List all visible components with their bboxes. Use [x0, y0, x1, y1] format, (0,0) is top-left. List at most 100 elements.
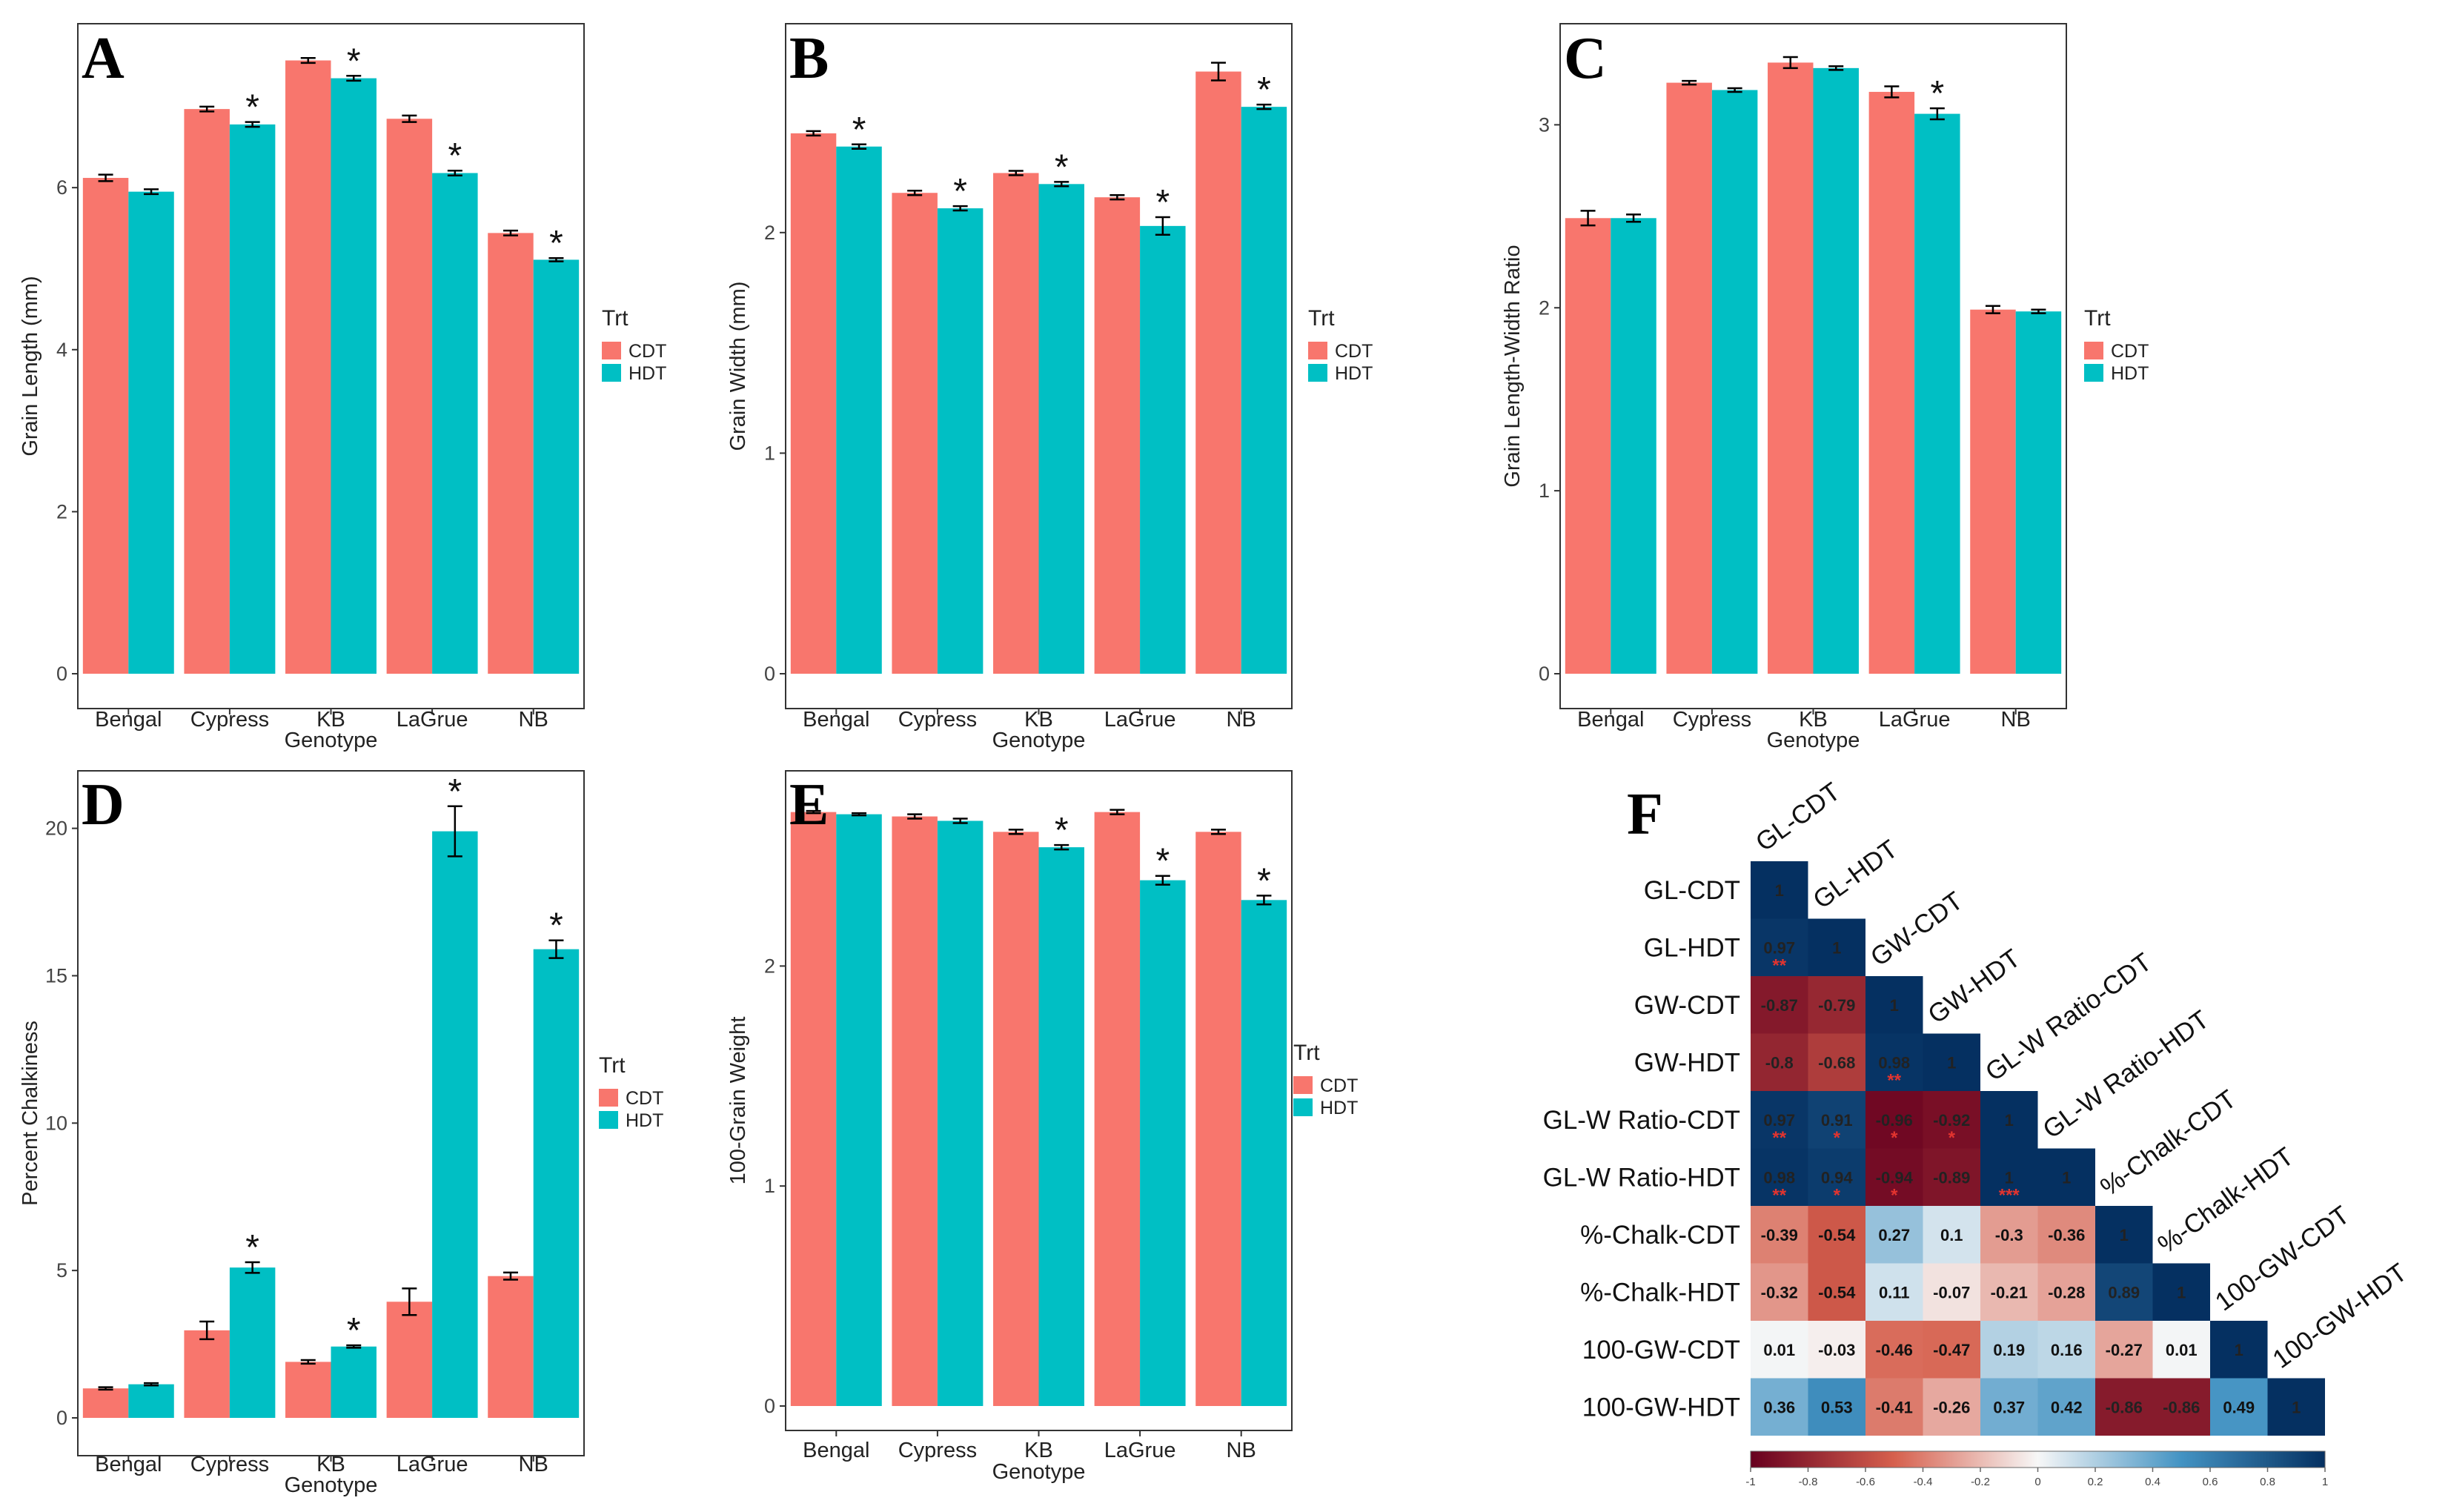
legend-swatch-b	[1308, 364, 1327, 382]
bar-a-hdt-cypress	[229, 124, 276, 674]
bar-b-hdt-cypress	[937, 208, 984, 674]
legend-label-c: CDT	[2111, 341, 2149, 362]
significance-star-c: *	[1930, 74, 1944, 113]
panel-letter-b: B	[789, 26, 829, 91]
bar-c-hdt-lagrue	[1914, 113, 1960, 674]
heatmap-cell	[2037, 1148, 2095, 1206]
y-tick-label-c: 0	[1539, 663, 1550, 685]
bar-e-cdt-bengal	[790, 812, 837, 1406]
heatmap-col-label: 100-GW-HDT	[2267, 1258, 2412, 1374]
heatmap-cell-value: -0.27	[2106, 1341, 2143, 1359]
x-tick-label-d: LaGrue	[397, 1453, 468, 1476]
legend-label-b: CDT	[1335, 341, 1373, 362]
bar-d-cdt-lagrue	[386, 1302, 433, 1418]
heatmap-cell	[1865, 976, 1923, 1034]
legend-swatch-c	[2084, 342, 2103, 359]
x-tick-label-b: Bengal	[803, 708, 869, 732]
heatmap-cell	[1751, 861, 1808, 919]
heatmap-row-label: 100-GW-HDT	[1582, 1393, 1740, 1422]
bar-d-hdt-kb	[331, 1346, 377, 1418]
heatmap-cell	[1865, 1148, 1923, 1206]
x-tick-label-e: KB	[1024, 1439, 1053, 1462]
legend-label-b: HDT	[1335, 363, 1373, 384]
bar-e-cdt-kb	[993, 832, 1039, 1406]
bar-b-hdt-lagrue	[1140, 225, 1186, 674]
heatmap-cell	[1865, 1263, 1923, 1321]
y-tick-label-a: 2	[56, 500, 67, 523]
heatmap-cell-value: 1	[2292, 1398, 2301, 1416]
heatmap-cell	[1865, 1033, 1923, 1091]
heatmap-cell-value: 0.16	[2051, 1341, 2083, 1359]
heatmap-cell-significance: *	[1948, 1128, 1956, 1148]
heatmap-row-label: 100-GW-CDT	[1582, 1336, 1740, 1365]
heatmap-cell	[1980, 1206, 2038, 1264]
bar-a-cdt-nb	[488, 233, 534, 674]
heatmap-cell-value: 0.49	[2223, 1398, 2255, 1416]
significance-star-b: *	[1055, 147, 1069, 187]
heatmap-cell	[1923, 1033, 1980, 1091]
heatmap-col-label: GL-CDT	[1751, 777, 1845, 857]
colorbar-tick-label: -0.4	[1914, 1476, 1933, 1488]
x-tick-label-a: NB	[519, 708, 548, 732]
y-tick-label-c: 3	[1539, 113, 1550, 136]
heatmap-cell	[1923, 1206, 1980, 1264]
heatmap-cell-value: -0.21	[1991, 1283, 2028, 1302]
heatmap-cell	[1980, 1263, 2038, 1321]
panel-letter-d: D	[82, 772, 125, 838]
heatmap-row-label: GL-HDT	[1644, 933, 1740, 962]
heatmap-col-label: %-Chalk-HDT	[2152, 1142, 2299, 1259]
x-axis-title-e: Genotype	[992, 1460, 1086, 1484]
y-tick-label-d: 10	[45, 1112, 67, 1134]
heatmap-cell	[1865, 1321, 1923, 1379]
heatmap-row-label: GW-HDT	[1634, 1048, 1740, 1077]
legend-swatch-e	[1293, 1098, 1313, 1116]
heatmap-cell-value: -0.86	[2163, 1398, 2200, 1416]
legend-title-a: Trt	[602, 306, 628, 331]
x-tick-label-a: KB	[316, 708, 345, 732]
bar-b-cdt-nb	[1195, 71, 1241, 674]
bar-a-hdt-bengal	[128, 191, 174, 674]
heatmap-cell-value: 1	[1832, 938, 1841, 957]
x-tick-label-e: NB	[1227, 1439, 1256, 1462]
significance-star-d: *	[245, 1228, 259, 1267]
significance-star-b: *	[953, 172, 967, 211]
y-tick-label-c: 1	[1539, 480, 1550, 502]
bar-d-hdt-bengal	[128, 1384, 174, 1418]
bar-b-cdt-cypress	[892, 193, 938, 674]
legend-swatch-a	[602, 342, 621, 359]
panel-b: 0 1 2 * Bengal * Cypress * KB * LaGrue * NB Genotype G…	[726, 23, 1373, 752]
colorbar-tick-label: -0.2	[1971, 1476, 1990, 1488]
legend-label-c: HDT	[2111, 363, 2149, 384]
heatmap-cell	[2210, 1378, 2268, 1436]
x-tick-label-e: LaGrue	[1104, 1439, 1176, 1462]
x-tick-label-b: LaGrue	[1104, 708, 1176, 732]
heatmap-cell	[2152, 1263, 2210, 1321]
y-axis-title-e: 100-Grain Weight	[726, 1017, 750, 1185]
x-tick-label-a: LaGrue	[397, 708, 468, 732]
heatmap-cell-value: -0.54	[1818, 1226, 1856, 1244]
panel-letter-a: A	[82, 26, 125, 91]
heatmap-cell-value: -0.36	[2048, 1226, 2085, 1244]
heatmap-cell	[1808, 1321, 1865, 1379]
heatmap-cell-significance: **	[1772, 1128, 1786, 1148]
bar-d-cdt-bengal	[82, 1388, 129, 1418]
y-tick-label-e: 2	[764, 955, 775, 977]
bar-e-hdt-kb	[1038, 847, 1084, 1406]
heatmap-col-label: GW-CDT	[1865, 886, 1969, 972]
x-tick-label-d: Cypress	[190, 1453, 269, 1476]
heatmap-cell-value: 0.94	[1821, 1168, 1854, 1187]
bar-b-cdt-bengal	[790, 133, 837, 674]
heatmap-cell	[1808, 1148, 1865, 1206]
legend-swatch-e	[1293, 1076, 1313, 1094]
significance-star-e: *	[1155, 842, 1170, 881]
heatmap-cell-value: 0.89	[2108, 1283, 2140, 1302]
significance-star-d: *	[549, 906, 563, 946]
heatmap-cell	[1751, 1091, 1808, 1149]
heatmap-cell	[1865, 1206, 1923, 1264]
heatmap-cell-value: 0.97	[1763, 1111, 1795, 1130]
x-tick-label-a: Bengal	[95, 708, 162, 732]
bar-d-cdt-kb	[285, 1362, 331, 1418]
legend-label-e: HDT	[1320, 1098, 1358, 1118]
heatmap-cell-value: -0.26	[1933, 1398, 1970, 1416]
significance-star-d: *	[448, 772, 462, 812]
